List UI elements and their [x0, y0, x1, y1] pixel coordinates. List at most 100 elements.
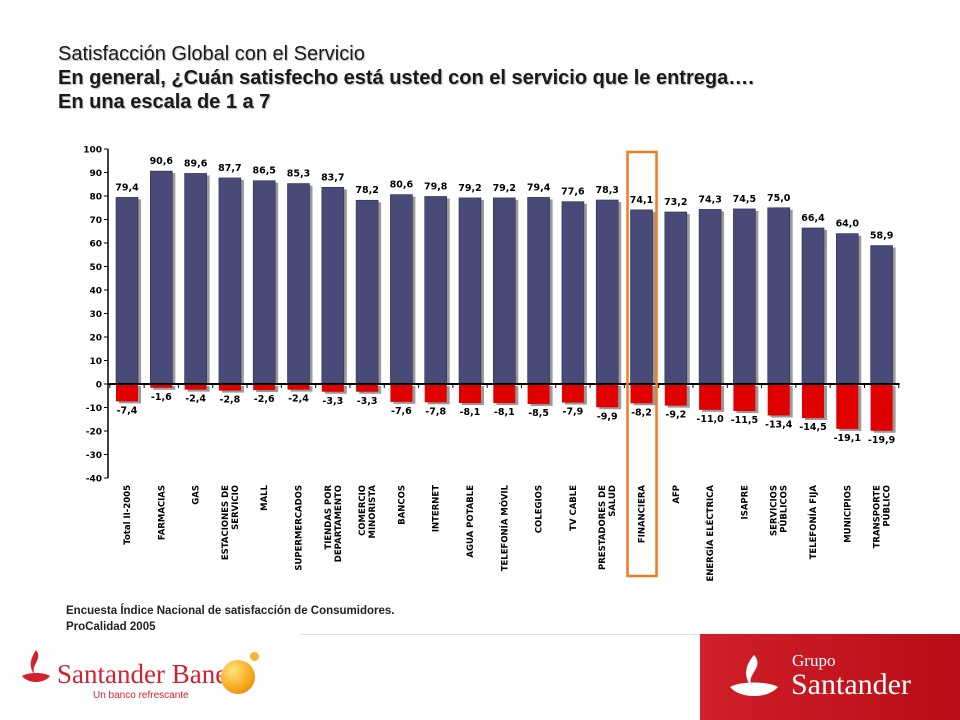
category-label: TELEFONÍA FIJA: [807, 485, 819, 560]
positive-value-label: 74,1: [630, 195, 653, 206]
category-label-line: GAS: [192, 485, 202, 505]
negative-value-label: -8,1: [494, 407, 515, 418]
category-label-line: SALUD: [608, 485, 618, 517]
negative-bar: [527, 384, 550, 404]
negative-value-label: -2,4: [288, 394, 309, 405]
positive-bar: [355, 199, 379, 385]
category-label-line: INTERNET: [432, 485, 442, 532]
category-label-line: Total II-2005: [123, 485, 133, 545]
positive-value-label: 83,7: [321, 172, 344, 183]
positive-value-label: 73,2: [664, 197, 687, 208]
positive-bar: [527, 197, 550, 385]
negative-bar: [253, 384, 276, 391]
category-label-line: SUPERMERCADOS: [295, 485, 305, 571]
positive-value-label: 86,5: [252, 166, 275, 177]
positive-value-label: 79,2: [493, 183, 516, 194]
financiera-highlight-box: [626, 150, 658, 578]
y-tick-label: 80: [89, 193, 102, 203]
category-label-line: DEPARTAMENTO: [334, 485, 344, 562]
positive-bar: [664, 211, 688, 385]
santander-flame-icon: [22, 650, 50, 682]
negative-value-label: -19,1: [834, 433, 861, 444]
category-label-line: TRANSPORTE: [873, 485, 883, 549]
positive-bar: [767, 207, 791, 385]
negative-value-label: -7,9: [563, 407, 584, 418]
question-text: En general, ¿Cuán satisfecho está usted …: [58, 67, 754, 89]
negative-bar-shadow: [153, 386, 176, 390]
banefe-tagline: Un banco refrescante: [93, 690, 189, 701]
category-label-line: ISAPRE: [740, 485, 750, 520]
category-label: Total II-2005: [123, 485, 133, 545]
negative-value-label: -2,4: [185, 394, 206, 405]
category-label-line: TELEFONÍA MÓVIL: [498, 484, 510, 571]
positive-value-label: 66,4: [801, 213, 825, 224]
category-label: MALL: [260, 484, 270, 510]
y-tick-label: 70: [89, 216, 102, 226]
positive-value-label: 64,0: [836, 219, 860, 230]
y-tick-label: 30: [89, 310, 102, 320]
category-label-line: MINORISTA: [368, 485, 378, 539]
positive-bar: [115, 197, 139, 385]
category-label-line: AGUA POTABLE: [466, 485, 476, 558]
negative-bar: [493, 384, 516, 404]
negative-bar: [321, 384, 344, 392]
positive-bar: [458, 197, 482, 385]
category-label: GAS: [192, 485, 202, 505]
positive-bar: [801, 227, 825, 385]
category-label: AGUA POTABLE: [466, 485, 476, 558]
negative-bar: [767, 384, 790, 416]
positive-bar: [150, 170, 173, 385]
y-tick-label: -40: [86, 475, 102, 485]
category-label-line: ENERGÍA ELÉCTRICA: [704, 485, 716, 582]
category-label: FINANCIERA: [638, 485, 648, 544]
negative-bar: [116, 384, 138, 402]
positive-bar: [630, 209, 653, 385]
y-tick-label: -10: [86, 404, 102, 414]
negative-bar: [802, 384, 824, 419]
category-label: ESTACIONES DESERVICIO: [221, 485, 241, 560]
negative-value-label: -11,0: [696, 414, 724, 425]
y-tick-label: 60: [89, 240, 102, 250]
category-label-line: SERVICIOS: [770, 485, 780, 536]
bar-chart: 1009080706050403020100-10-20-30-4079,4-7…: [83, 146, 900, 582]
negative-value-label: -11,5: [731, 415, 758, 426]
negative-bar: [356, 384, 379, 392]
category-label-line: AFP: [672, 485, 682, 504]
category-label: TIENDAS PORDEPARTAMENTO: [324, 485, 344, 563]
category-label: TRANSPORTEPÚBLICO: [873, 485, 893, 549]
category-label: AFP: [672, 485, 682, 504]
negative-value-label: -8,1: [460, 407, 481, 418]
positive-value-label: 75,0: [767, 193, 791, 204]
category-label: ISAPRE: [740, 485, 750, 520]
santander-text: Santander: [791, 668, 911, 701]
y-tick-label: -30: [86, 451, 102, 461]
category-label: TELEFONÍA MÓVIL: [498, 484, 510, 571]
category-label-line: TV CABLE: [569, 485, 579, 531]
negative-bar: [287, 384, 310, 390]
negative-bar: [630, 384, 653, 404]
source-line-2: ProCalidad 2005: [66, 621, 156, 633]
positive-bar: [492, 197, 516, 385]
positive-bar: [561, 201, 585, 385]
negative-value-label: -1,6: [151, 392, 172, 403]
orange-dot-icon: [250, 652, 259, 661]
negative-value-label: -7,8: [425, 406, 446, 417]
negative-value-label: -9,2: [665, 410, 686, 421]
negative-value-label: -14,5: [799, 422, 826, 433]
category-label-line: TIENDAS POR: [324, 485, 334, 550]
source-line-1: Encuesta Índice Nacional de satisfacción…: [66, 605, 395, 617]
positive-bar: [870, 245, 893, 385]
positive-value-label: 79,8: [424, 181, 448, 192]
category-label: TV CABLE: [569, 485, 579, 531]
category-label: BANCOS: [397, 485, 407, 525]
positive-bar: [835, 233, 859, 385]
category-label-line: SERVICIO: [231, 485, 241, 530]
category-label-line: COMERCIO: [358, 485, 368, 536]
category-label-line: MUNICIPIOS: [843, 485, 853, 543]
positive-value-label: 89,6: [184, 158, 208, 169]
y-tick-label: 90: [89, 169, 102, 179]
category-label: INTERNET: [432, 485, 442, 532]
y-tick-label: -20: [86, 428, 102, 438]
banefe-logo-text: Santander Banefe: [57, 659, 249, 689]
positive-bar: [733, 208, 756, 385]
